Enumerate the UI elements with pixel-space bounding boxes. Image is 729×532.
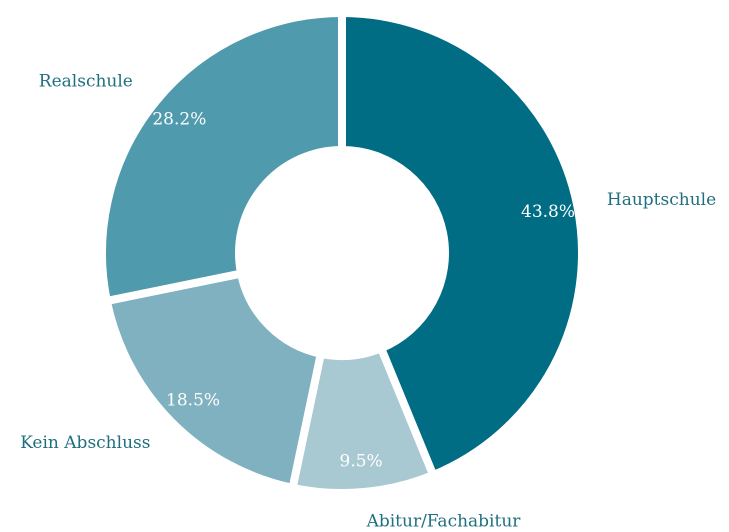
donut-slice — [98, 8, 346, 306]
value-label: 9.5% — [340, 452, 383, 472]
category-label: Abitur/Fachabitur — [366, 511, 522, 531]
donut-slice — [338, 8, 586, 481]
category-label: Kein Abschluss — [20, 433, 150, 453]
category-label: Realschule — [39, 72, 133, 92]
value-label: 18.5% — [166, 391, 220, 411]
category-label: Hauptschule — [607, 190, 716, 210]
value-label: 43.8% — [521, 202, 575, 222]
donut-slice — [102, 268, 326, 493]
value-label: 28.2% — [152, 110, 206, 130]
